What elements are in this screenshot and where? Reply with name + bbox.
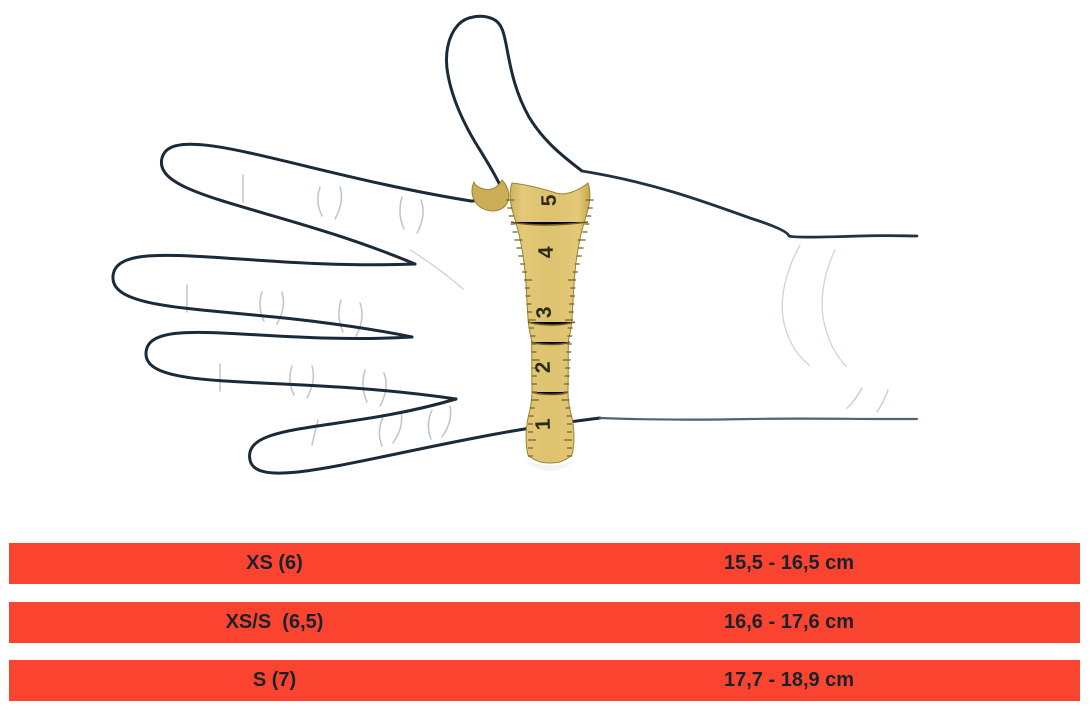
svg-text:5: 5 — [538, 194, 561, 207]
svg-text:1: 1 — [532, 418, 555, 431]
svg-text:3: 3 — [533, 306, 556, 318]
svg-text:2: 2 — [532, 361, 555, 373]
svg-text:4: 4 — [535, 246, 558, 259]
